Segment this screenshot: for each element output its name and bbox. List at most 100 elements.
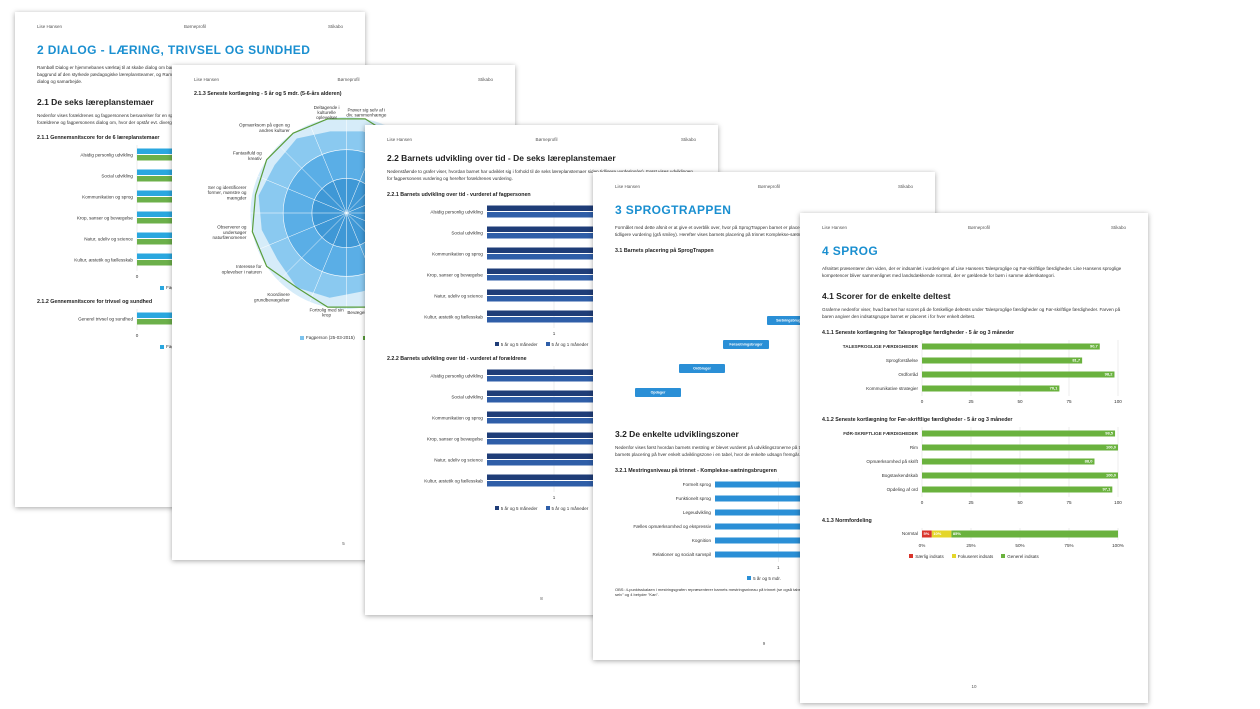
category-label: Funktionelt sprog (676, 496, 712, 501)
text-h3: 4.1.1 Seneste kortlægning for Talesprogl… (822, 329, 1015, 336)
header-text: Børneprofil (337, 77, 360, 82)
header-text: Lise Hansen (615, 184, 641, 189)
category-label: Social udvikling (451, 231, 483, 236)
category-label: Krop, sanser og bevægelse (427, 437, 484, 442)
legend-swatch (545, 342, 550, 347)
legend: 5 år og 5 måneder 5 år og 1 måneder (387, 506, 696, 511)
category-label: Sprogforståelse (886, 357, 919, 363)
x-tick-label: 0 (136, 334, 139, 339)
radar-axis-label: Opmærksom på egen og andres kulturer (239, 122, 290, 133)
x-tick-label: 50 (1017, 399, 1023, 404)
bar (715, 551, 842, 558)
value-label: 100,0 (1106, 472, 1117, 477)
page-header: Lise Hansen Børneprofil Stikabo (822, 225, 1126, 230)
x-tick-label: 100% (1112, 543, 1124, 548)
step-label: Ordbruger (693, 366, 711, 370)
category-label: Natur, udeliv og science (434, 458, 483, 463)
step-label: Sætningsbruger (776, 318, 804, 322)
radar-axis-label: Koordinere grundbevægelser (254, 292, 290, 302)
text-h1: 2 DIALOG - LÆRING, TRIVSEL OG SUNDHED (37, 43, 311, 57)
step (635, 387, 681, 397)
category-label: TALESPROGLIGE FÆRDIGHEDER (843, 344, 919, 349)
value-label: 97,1 (1103, 486, 1112, 491)
legend: Særlig indsats Fokuseret indsats Generel i… (822, 554, 1126, 559)
bar (487, 268, 682, 274)
bar (922, 472, 1118, 479)
bar (487, 390, 682, 396)
radar-spoke (278, 144, 347, 214)
category-label: Kommunikation og sprog (432, 416, 483, 421)
legend-swatch (494, 342, 499, 347)
radar-axis-label: Ser og identificerer former, mønstre og mæ… (208, 185, 247, 200)
text-h2: 3.2 De enkelte udviklingszoner (615, 428, 739, 439)
text-p: Nedenstående to grafer viser, hvordan ba… (387, 169, 693, 181)
x-tick-label: 1 (553, 331, 556, 336)
bar-segment (951, 530, 1118, 538)
category-label: Bogstavkendskab (882, 473, 919, 478)
category-label: Alsidig personlig udvikling (430, 374, 483, 379)
radar-spoke (309, 124, 347, 214)
page-header: Lise Hansen Børneprofil Stikabo (194, 77, 493, 82)
legend-item: 5 år og 1 måneder (545, 342, 588, 347)
header-text: Børneprofil (968, 225, 991, 230)
bar (487, 396, 608, 403)
header-text: Børneprofil (535, 137, 558, 142)
bar (922, 343, 1100, 350)
x-tick-label: 50% (1015, 543, 1024, 548)
x-tick-label: 100 (1114, 500, 1122, 505)
radar-axis-label: Deltagende i kulturelle oplevelser (314, 105, 340, 120)
header-text: Børneprofil (758, 184, 781, 189)
bar (487, 453, 675, 459)
value-label: 100,0 (1106, 444, 1117, 449)
page: Lise Hansen Børneprofil Stikabo 4 SPROG Afsn… (800, 213, 1148, 703)
value-label: 5% (924, 531, 930, 536)
radar-axis-label: Interesse for oplevelser i naturen (222, 264, 263, 274)
legend-label: 5 år og 5 mdr. (753, 575, 781, 581)
legend-item: 5 år og 1 måneder (545, 506, 588, 511)
bar (487, 232, 601, 239)
category-label: Natur, udeliv og science (434, 294, 483, 299)
header-text: Lise Hansen (194, 77, 220, 82)
text-p: Afsnittet præsenterer den viden, der er … (822, 266, 1122, 278)
header-text: Stikabo (1110, 225, 1126, 230)
bar (487, 211, 662, 218)
text-note: OBS: 4-punktsskalaen i mestringsgrafen r… (615, 586, 911, 598)
bar (487, 295, 621, 302)
header-text: Stikabo (897, 184, 913, 189)
legend-swatch (494, 506, 499, 511)
category-label: Formelt sprog (683, 482, 712, 487)
x-tick-label: 100 (1114, 399, 1122, 404)
radar-axis-label: Fantasifuld og kreativ (233, 151, 263, 161)
value-label: 85% (953, 531, 961, 536)
legend-swatch (160, 285, 165, 290)
category-label: Opdeling af ord (887, 487, 919, 492)
legend: 5 år og 5 måneder 5 år og 1 måneder (387, 342, 696, 347)
header-text: Stikabo (680, 137, 696, 142)
bar (487, 432, 682, 438)
legend-swatch (545, 506, 550, 511)
x-tick-label: 1 (777, 565, 780, 570)
legend-label: 5 år og 5 måneder (500, 341, 538, 347)
x-tick-label: 75 (1066, 500, 1072, 505)
text-h3: 2.1.2 Gennemsnitscore for trivsel og sun… (37, 299, 153, 306)
legend-label: Fokuseret indsats (957, 553, 994, 559)
x-tick-label: 1 (553, 495, 556, 500)
x-tick-label: 0 (921, 399, 924, 404)
radar-spoke (278, 212, 347, 282)
page-number: 8 (540, 596, 543, 601)
x-tick-label: 25 (968, 399, 974, 404)
bar (487, 474, 682, 480)
header-text: Børneprofil (184, 24, 207, 29)
category-label: Kultur, æstetik og fællesskab (424, 315, 483, 320)
legend-swatch (160, 344, 165, 349)
legend-item: Fagperson (25-03-2015) (299, 335, 355, 340)
legend-item: Fokuseret indsats (951, 553, 994, 559)
category-label: Kommunikative strategier (866, 386, 918, 391)
radar-spoke (257, 212, 347, 250)
category-label: Kultur, æstetik og fællesskab (424, 479, 483, 484)
text-h2: 2.2 Barnets udvikling over tid - De seks… (387, 153, 616, 163)
bar (487, 375, 662, 382)
